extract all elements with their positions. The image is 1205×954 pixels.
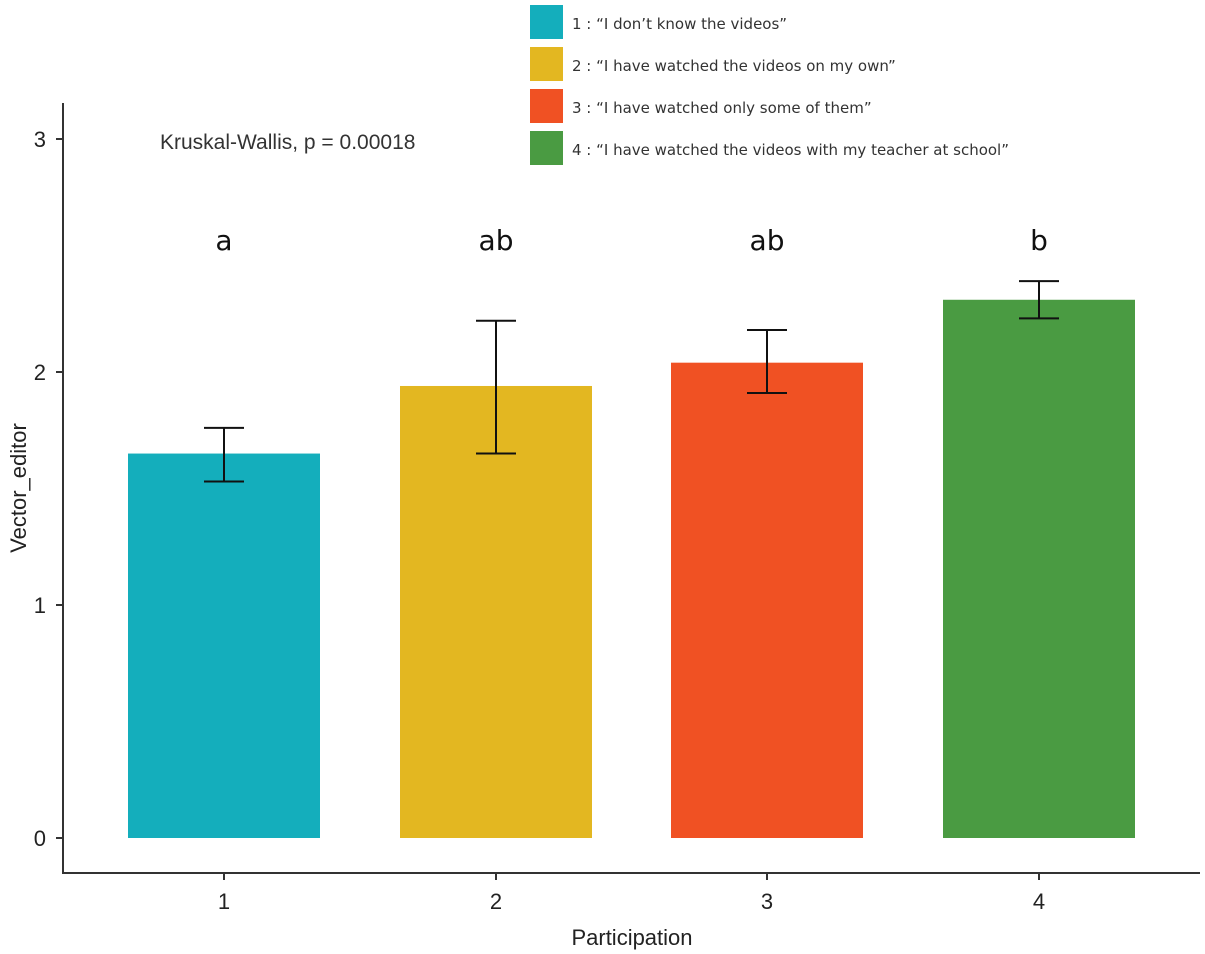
x-tick-label: 4 bbox=[1033, 889, 1045, 914]
y-tick-label: 1 bbox=[34, 593, 46, 618]
error-bar-2 bbox=[476, 319, 516, 455]
error-bar-4 bbox=[1019, 280, 1059, 320]
legend-swatch bbox=[530, 47, 563, 81]
x-tick-label: 3 bbox=[761, 889, 773, 914]
y-tick-label: 0 bbox=[34, 826, 46, 851]
significance-letter-3: ab bbox=[750, 224, 785, 257]
significance-letter-2: ab bbox=[479, 224, 514, 257]
x-tick-label: 2 bbox=[490, 889, 502, 914]
legend-label: 2 : “I have watched the videos on my own… bbox=[572, 57, 896, 75]
legend: 1 : “I don’t know the videos” 2 : “I have… bbox=[530, 5, 1009, 165]
legend-swatch bbox=[530, 131, 563, 165]
legend-item-2: 2 : “I have watched the videos on my own… bbox=[530, 47, 896, 81]
significance-letters-group: a ab ab b bbox=[215, 224, 1047, 257]
legend-swatch bbox=[530, 89, 563, 123]
error-bars-group bbox=[204, 280, 1059, 483]
bar-3 bbox=[671, 362, 863, 838]
error-bar-1 bbox=[204, 426, 244, 483]
legend-label: 1 : “I don’t know the videos” bbox=[572, 15, 787, 33]
legend-item-3: 3 : “I have watched only some of them” bbox=[530, 89, 872, 123]
error-bar-3 bbox=[747, 329, 787, 394]
y-tick-label: 3 bbox=[34, 127, 46, 152]
bar-4 bbox=[943, 299, 1135, 838]
bar-1 bbox=[128, 453, 320, 838]
x-tick-label: 1 bbox=[218, 889, 230, 914]
bar-2 bbox=[400, 385, 592, 838]
legend-label: 4 : “I have watched the videos with my t… bbox=[572, 141, 1009, 159]
x-ticks: 1 2 3 4 bbox=[218, 873, 1045, 914]
significance-letter-1: a bbox=[215, 224, 232, 257]
x-axis-title: Participation bbox=[571, 925, 692, 950]
y-ticks: 0 1 2 3 bbox=[34, 127, 63, 851]
y-axis-title: Vector_editor bbox=[6, 423, 31, 553]
legend-item-1: 1 : “I don’t know the videos” bbox=[530, 5, 787, 39]
axes bbox=[62, 103, 1200, 874]
significance-letter-4: b bbox=[1030, 224, 1048, 257]
bars-group bbox=[128, 299, 1135, 838]
legend-label: 3 : “I have watched only some of them” bbox=[572, 99, 872, 117]
kruskal-wallis-annotation: Kruskal-Wallis, p = 0.00018 bbox=[160, 131, 415, 154]
legend-item-4: 4 : “I have watched the videos with my t… bbox=[530, 131, 1009, 165]
y-tick-label: 2 bbox=[34, 360, 46, 385]
legend-swatch bbox=[530, 5, 563, 39]
